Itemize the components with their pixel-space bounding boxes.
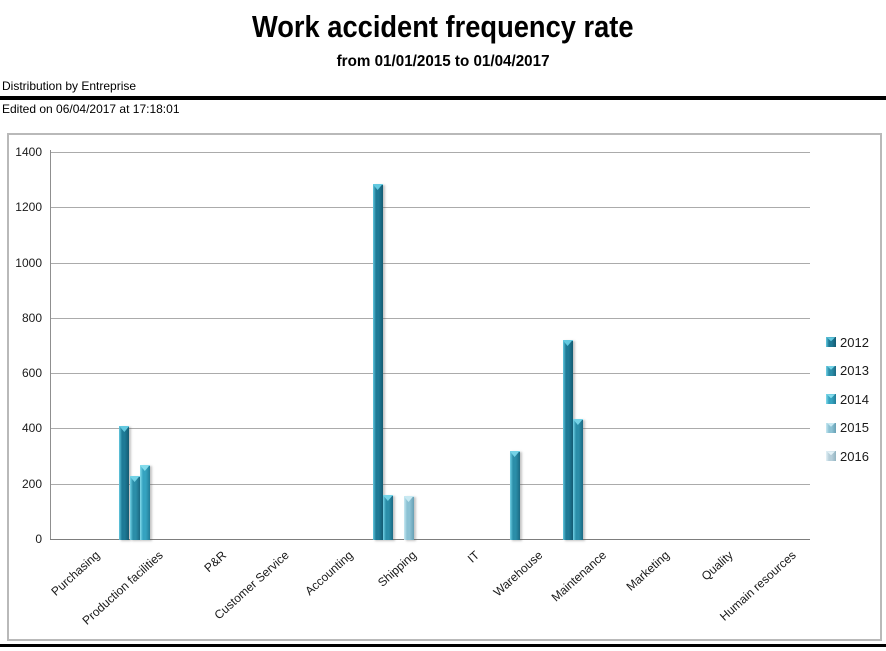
page-bottom-rule [0, 644, 886, 647]
page-subtitle-text: from 01/01/2015 to 01/04/2017 [336, 53, 550, 70]
legend-swatch-cap [826, 365, 836, 370]
chart-frame [7, 133, 882, 641]
legend-swatch-icon [826, 422, 836, 433]
legend-swatch-icon [826, 451, 836, 462]
legend-swatch-cap [826, 337, 836, 342]
legend-item-2013: 2013 [826, 357, 869, 386]
legend-item-2015: 2015 [826, 414, 869, 443]
legend-item-2014: 2014 [826, 385, 869, 414]
legend-year-label: 2012 [840, 334, 869, 350]
legend-year-label: 2015 [840, 420, 869, 436]
legend-swatch-cap [826, 394, 836, 399]
legend-swatch-icon [826, 394, 836, 405]
legend-year-label: 2014 [840, 391, 869, 407]
chart-legend: 2012 2013 2014 2015 2016 [826, 328, 869, 471]
legend-year-label: 2013 [840, 363, 869, 379]
legend-swatch-icon [826, 337, 836, 348]
page-title-text: Work accident frequency rate [252, 9, 634, 44]
legend-swatch-cap [826, 451, 836, 456]
legend-swatch-cap [826, 422, 836, 427]
edited-label: Edited on 06/04/2017 at 17:18:01 [2, 102, 180, 116]
legend-item-2016: 2016 [826, 442, 869, 471]
legend-item-2012: 2012 [826, 328, 869, 357]
legend-year-label: 2016 [840, 448, 869, 464]
legend-swatch-icon [826, 365, 836, 376]
header-divider [0, 96, 886, 100]
page-title: Work accident frequency rate [0, 9, 886, 44]
page-subtitle: from 01/01/2015 to 01/04/2017 [0, 53, 886, 71]
distribution-label: Distribution by Entreprise [2, 79, 137, 93]
